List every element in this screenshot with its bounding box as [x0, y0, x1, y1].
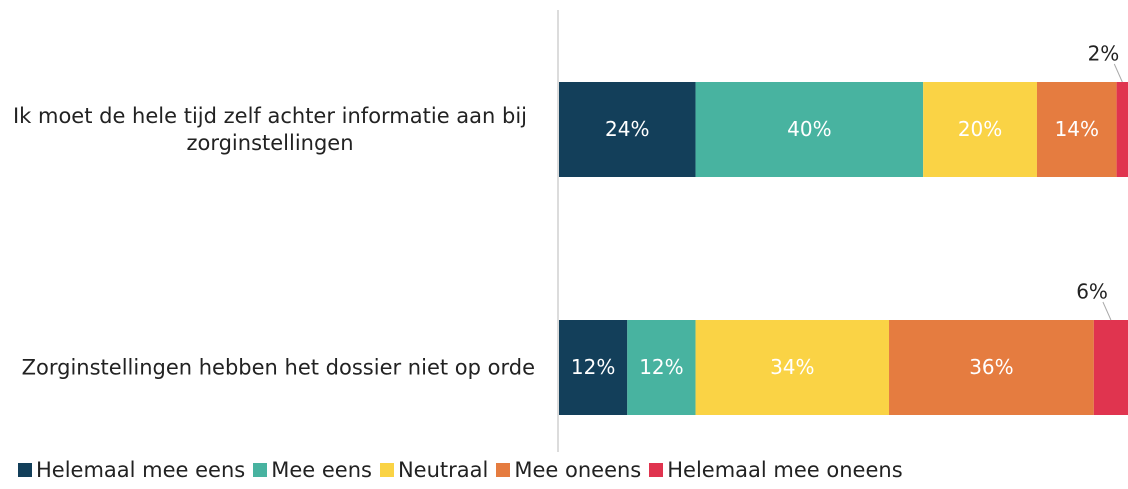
legend-label: Mee oneens	[514, 458, 642, 482]
legend-swatch	[18, 463, 32, 477]
data-label: 2%	[1088, 42, 1120, 66]
data-label: 14%	[1055, 117, 1099, 141]
bar-segment	[889, 320, 1094, 415]
data-label: 12%	[639, 355, 683, 379]
bar-segment	[627, 320, 696, 415]
legend-label: Helemaal mee eens	[36, 458, 246, 482]
legend-item: Neutraal	[379, 458, 489, 482]
data-label: 34%	[770, 355, 814, 379]
bar-segment	[559, 82, 696, 177]
bar-segment	[1036, 82, 1117, 177]
category-label: Zorginstellingen hebben het dossier niet…	[21, 355, 535, 379]
legend-swatch	[496, 463, 511, 477]
legend-item: Mee oneens	[496, 458, 641, 482]
data-label: 20%	[958, 117, 1002, 141]
legend-swatch	[379, 463, 394, 477]
category-label: Ik moet de hele tijd zelf achter informa…	[12, 103, 528, 155]
leader-line	[1113, 63, 1123, 83]
data-label: 6%	[1076, 280, 1108, 304]
bar-segment	[559, 320, 628, 415]
legend-item: Helemaal mee eens	[18, 458, 245, 482]
legend: Helemaal mee eens Mee eens Neutraal Mee one…	[18, 458, 911, 482]
bar-segment	[1116, 82, 1128, 177]
data-label: 12%	[571, 355, 615, 379]
bar-segment	[923, 82, 1037, 177]
data-label: 40%	[787, 117, 831, 141]
legend-label: Helemaal mee oneens	[667, 458, 903, 482]
legend-swatch	[253, 463, 268, 477]
bar-segment	[695, 320, 890, 415]
data-label: 36%	[969, 355, 1013, 379]
bar-segment	[695, 82, 924, 177]
legend-item: Mee eens	[253, 458, 372, 482]
data-label: 24%	[605, 117, 649, 141]
legend-item: Helemaal mee oneens	[649, 458, 903, 482]
legend-swatch	[649, 463, 664, 477]
legend-label: Mee eens	[271, 458, 372, 482]
legend-label: Neutraal	[397, 458, 489, 482]
leader-line	[1102, 301, 1112, 321]
bar-segment	[1093, 320, 1128, 415]
